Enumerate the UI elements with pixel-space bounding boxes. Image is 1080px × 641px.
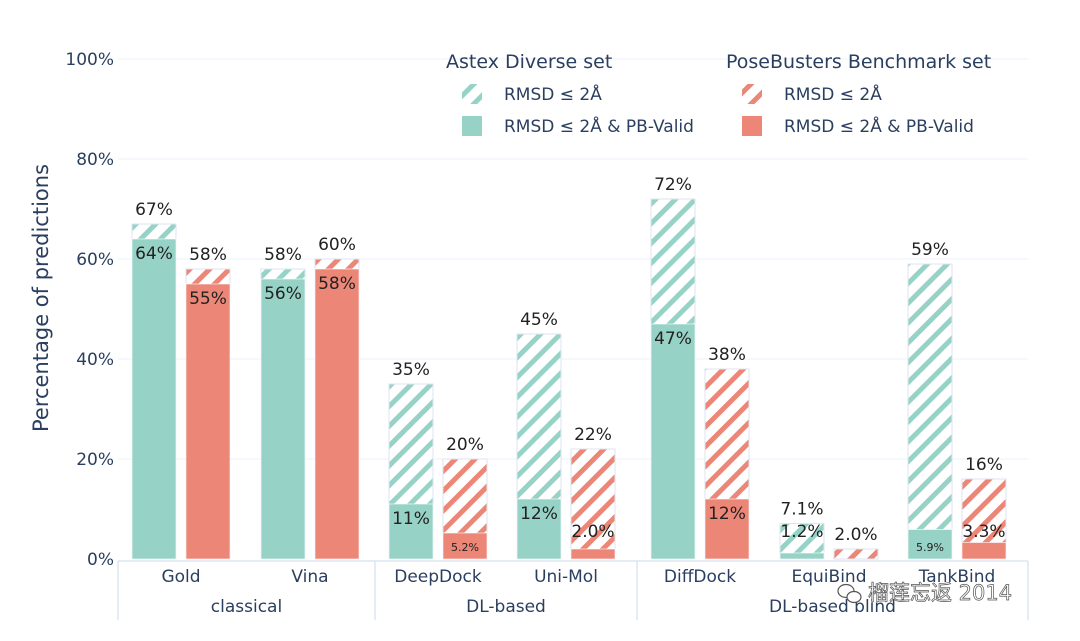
legend-swatch — [742, 84, 762, 104]
bar-label-rmsd: 2.0% — [834, 525, 877, 545]
y-tick-label: 100% — [65, 50, 114, 70]
legend-item-label: RMSD ≤ 2Å & PB-Valid — [504, 115, 694, 137]
bar-valid-vina-astex — [260, 278, 306, 560]
y-tick-label: 60% — [76, 250, 114, 270]
legend-title: Astex Diverse set — [446, 51, 612, 73]
bar-rmsd-tankbind-astex — [907, 263, 953, 560]
bar-label-rmsd: 20% — [446, 435, 484, 455]
legend-swatch — [462, 116, 482, 136]
x-tick-label: TankBind — [918, 567, 996, 587]
bar-valid-gold-posebusters — [185, 283, 231, 560]
legend-item-label: RMSD ≤ 2Å — [504, 83, 602, 105]
bar-label-valid: 12% — [520, 504, 558, 524]
bar-label-rmsd: 58% — [264, 245, 302, 265]
bar-valid-diffdock-astex — [650, 323, 696, 560]
bar-valid-tankbind-posebusters — [961, 542, 1007, 560]
x-tick-label: Uni-Mol — [534, 567, 598, 587]
legend-item-label: RMSD ≤ 2Å — [784, 83, 882, 105]
bar-rmsd-uni-mol-posebusters — [570, 448, 616, 560]
y-tick-label: 0% — [87, 550, 114, 570]
watermark-text: 榴莲忘返 2014 — [868, 581, 1012, 605]
y-tick-label: 40% — [76, 350, 114, 370]
bar-label-rmsd: 45% — [520, 310, 558, 330]
bar-valid-vina-posebusters — [314, 268, 360, 560]
bar-label-rmsd: 60% — [318, 235, 356, 255]
x-group-label: classical — [211, 597, 282, 617]
bar-label-valid: 2.0% — [571, 522, 614, 542]
bar-label-rmsd: 58% — [189, 245, 227, 265]
y-tick-label: 80% — [76, 150, 114, 170]
x-tick-label: Vina — [291, 567, 328, 587]
legend: Astex Diverse set RMSD ≤ 2Å RMSD ≤ 2Å & PB… — [446, 51, 991, 137]
bar-label-valid: 3.3% — [962, 522, 1005, 542]
x-group-label: DL-based blind — [769, 597, 896, 617]
bar-label-rmsd: 7.1% — [780, 500, 823, 520]
bar-label-rmsd: 38% — [708, 345, 746, 365]
y-axis-ticks: 0% 20% 40% 60% 80% 100% — [65, 50, 114, 570]
x-tick-label: DeepDock — [394, 567, 482, 587]
bar-label-valid: 56% — [264, 284, 302, 304]
bar-label-valid: 1.2% — [780, 522, 823, 542]
bar-valid-deepdock-posebusters — [442, 532, 488, 560]
bar-label-rmsd: 22% — [574, 425, 612, 445]
bar-label-valid: 64% — [135, 244, 173, 264]
x-axis: Gold Vina DeepDock Uni-Mol DiffDock EquiBind T… — [117, 560, 1029, 620]
data-labels: 67% 64% 58% 56% 35% 11% 45% 12% 72% 47% 7.1%1.2% 59… — [135, 175, 1006, 554]
y-axis-label: Percentage of predictions — [29, 164, 53, 432]
bar-label-rmsd: 35% — [392, 360, 430, 380]
bar-valid-gold-astex — [131, 238, 177, 560]
bar-rmsd-equibind-posebusters — [833, 548, 879, 560]
x-group-label: DL-based — [466, 597, 546, 617]
bar-valid-diffdock-posebusters — [704, 498, 750, 560]
y-tick-label: 20% — [76, 450, 114, 470]
x-tick-label: EquiBind — [792, 567, 867, 587]
bar-label-valid: 11% — [392, 509, 430, 529]
bars — [131, 198, 1007, 560]
bar-valid-uni-mol-posebusters — [570, 548, 616, 560]
x-tick-label: DiffDock — [664, 567, 736, 587]
bar-label-rmsd: 67% — [135, 200, 173, 220]
legend-item-label: RMSD ≤ 2Å & PB-Valid — [784, 115, 974, 137]
watermark: 榴莲忘返 2014 — [837, 581, 1012, 605]
legend-swatch — [462, 84, 482, 104]
bar-label-rmsd: 59% — [911, 240, 949, 260]
x-tick-label: Gold — [161, 567, 200, 587]
bar-label-valid: 12% — [708, 504, 746, 524]
wechat-icon — [837, 583, 862, 604]
bar-label-valid: 5.2% — [451, 541, 479, 554]
bar-label-valid: 47% — [654, 329, 692, 349]
bar-label-valid: 55% — [189, 289, 227, 309]
bar-valid-tankbind-astex — [907, 529, 953, 560]
bar-label-rmsd: 16% — [965, 455, 1003, 475]
bar-valid-deepdock-astex — [388, 503, 434, 560]
bar-valid-equibind-astex — [779, 552, 825, 560]
bar-label-rmsd: 72% — [654, 175, 692, 195]
legend-swatch — [742, 116, 762, 136]
bar-valid-uni-mol-astex — [516, 498, 562, 560]
legend-title: PoseBusters Benchmark set — [726, 51, 991, 73]
bar-label-valid: 5.9% — [916, 541, 944, 554]
bar-label-valid: 58% — [318, 274, 356, 294]
